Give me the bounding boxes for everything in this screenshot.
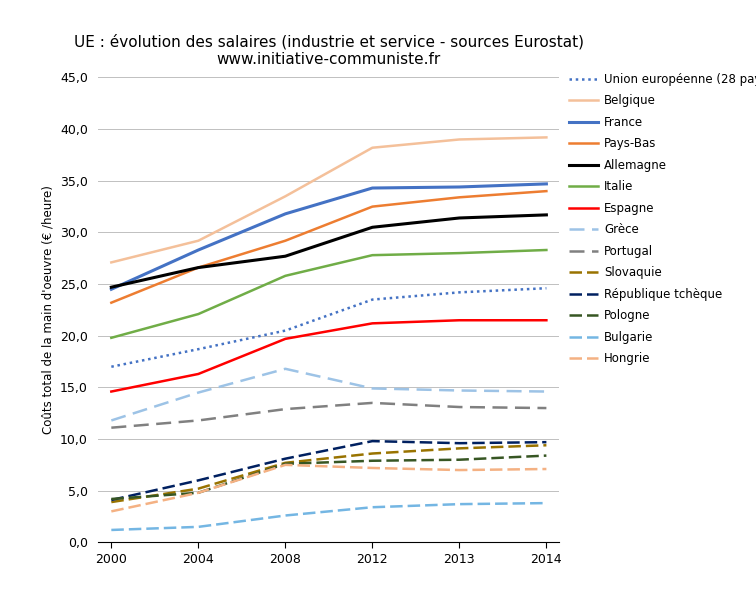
Title: UE : évolution des salaires (industrie et service - sources Eurostat)
www.initia: UE : évolution des salaires (industrie e… xyxy=(74,34,584,67)
Y-axis label: Coûts total de la main d'oeuvre (€ /heure): Coûts total de la main d'oeuvre (€ /heur… xyxy=(42,185,54,434)
Legend: Union européenne (28 pays), Belgique, France, Pays-Bas, Allemagne, Italie, Espag: Union européenne (28 pays), Belgique, Fr… xyxy=(564,68,756,370)
